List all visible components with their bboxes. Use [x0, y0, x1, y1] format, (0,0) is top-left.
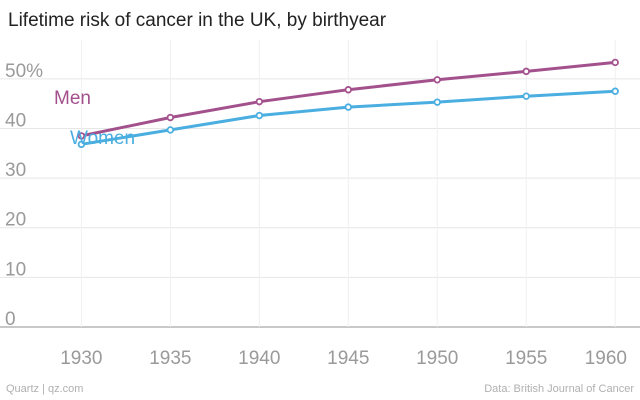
y-tick-30: 30 [5, 160, 26, 181]
point-women-1955 [522, 92, 530, 100]
point-women-1945 [344, 103, 352, 111]
footer-credit: Quartz | qz.com [6, 383, 84, 395]
x-tick-1960: 1960 [585, 348, 627, 369]
point-men-1960 [611, 58, 619, 67]
point-women-1935 [166, 126, 175, 134]
y-tick-40: 40 [5, 110, 26, 131]
x-tick-1940: 1940 [238, 348, 280, 369]
x-tick-1945: 1945 [327, 348, 369, 369]
point-men-1935 [166, 113, 175, 122]
point-women-1960 [611, 87, 619, 95]
x-axis-ticks: 1930 1935 1940 1945 1950 1955 1960 [60, 348, 627, 369]
point-men-1945 [344, 86, 352, 94]
point-women-1930 [77, 140, 86, 149]
point-men-1930 [77, 132, 86, 140]
chart-title: Lifetime risk of cancer in the UK, by bi… [8, 10, 387, 31]
series-points [77, 58, 619, 149]
point-men-1955 [522, 67, 530, 76]
y-axis-ticks: 0 10 20 30 40 50% [5, 61, 43, 330]
y-tick-10: 10 [5, 259, 26, 280]
series-label-women: Women [70, 128, 135, 149]
point-men-1940 [255, 97, 264, 106]
y-tick-0: 0 [5, 309, 16, 330]
gridlines [0, 40, 640, 328]
point-men-1950 [433, 76, 441, 84]
x-tick-1935: 1935 [149, 348, 191, 369]
y-tick-50: 50% [5, 61, 43, 82]
footer-source: Data: British Journal of Cancer [484, 383, 634, 395]
series-labels: Men Women [54, 88, 135, 149]
point-women-1940 [255, 111, 264, 120]
x-tick-1930: 1930 [60, 348, 102, 369]
x-tick-1950: 1950 [416, 348, 458, 369]
point-women-1950 [433, 98, 441, 106]
y-tick-20: 20 [5, 210, 26, 231]
x-tick-1955: 1955 [505, 348, 547, 369]
series-label-men: Men [54, 88, 91, 109]
